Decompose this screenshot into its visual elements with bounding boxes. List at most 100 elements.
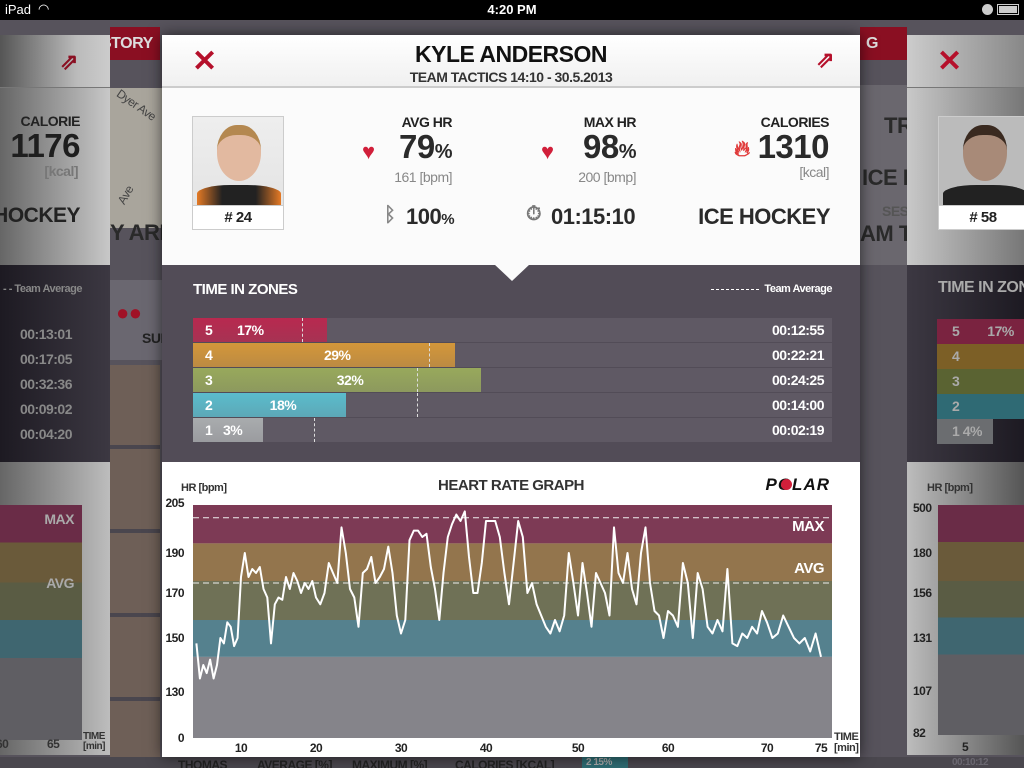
zones-title: TIME IN ZONES [938,279,1024,296]
tab-label: G [866,35,878,52]
duration-value: 01:15:10 [551,204,636,229]
zone-number: 4 [205,347,213,363]
x-tick: 40 [480,741,493,755]
team-average-marker [301,318,303,342]
zone-badge: 2 15% [582,757,628,768]
close-icon[interactable]: ✕ [937,45,962,78]
text: SES [882,203,907,219]
zone-row-5: 5 17% 00:12:55 [193,318,832,342]
zone-bar [193,418,264,442]
zone-time: 00:12:55 [771,322,825,338]
y-tick: 180 [913,546,932,560]
hr-line [195,510,822,680]
x-axis-label: TIME [834,731,859,743]
y-tick: 205 [165,496,184,510]
zone-label: 4 [937,344,1024,369]
calories-label: CALORIES [760,114,830,130]
column-header: THOMAS [178,758,228,768]
zone-label: 5 [952,323,960,339]
max-hr-value: 98 [582,128,619,165]
clock-time: 4:20 PM [487,2,537,17]
people-icon: ●● [116,300,142,325]
zone-time: 00:13:01 [19,326,73,342]
team-average-marker [429,343,431,367]
pct-sign: % [434,141,453,163]
zone-bar [193,368,481,392]
next-player-panel[interactable]: ✕ # 58 TIME IN ZONES 5 17% 4 3 2 1 4% HR … [907,35,1024,755]
x-tick: 60 [0,737,9,751]
pct-sign: % [618,141,637,163]
heart-icon: ♥ [541,139,554,164]
x-tick: 5 [962,740,969,754]
arena-label: Y AREN [110,220,162,245]
status-bar: iPad ◠ 4:20 PM [0,0,1024,20]
bluetooth-icon: ᛒ [384,204,396,226]
zone-time: 00:17:05 [19,351,73,367]
previous-player-panel[interactable]: ⇗ CALORIE 1176 [kcal] ICE HOCKEY - - Tea… [0,35,110,755]
y-tick: 82 [913,726,926,740]
zone-percent: 3% [223,422,243,438]
time-unit: [min] [83,741,105,752]
max-hr-label: MAX HR [583,114,637,130]
y-tick: 156 [913,586,932,600]
reference-label: AVG [794,560,824,577]
y-tick: 107 [913,684,932,698]
share-icon[interactable]: ⇗ [816,47,834,72]
zone-percent: 32% [336,372,364,388]
tab-button[interactable]: G [860,27,907,60]
battery-value: 100 [406,204,442,229]
zone-time: 00:32:36 [19,376,73,392]
jersey-number: # 24 [193,205,283,226]
zone-pct: 17% [987,323,1014,339]
history-button[interactable]: HISTORY [110,27,160,60]
legend-label: Team Average [764,283,832,295]
zone-row-1: 1 3% 00:02:19 [193,418,832,442]
max-hr-bpm: 200 [bmp] [578,169,636,185]
stopwatch-icon: ⏱︎ [526,203,542,225]
bottom-table-header: THOMAS AVERAGE [%] MAXIMUM [%] CALORIES … [0,757,1024,768]
y-tick: 170 [165,586,184,600]
column-header: CALORIES [KCAL] [455,758,555,768]
avg-hr-label: AVG HR [401,114,453,130]
avg-hr-stat: AVG HR 79% 161 [bpm] [362,114,452,185]
close-icon[interactable]: ✕ [192,45,217,78]
summary-tab[interactable]: ●● SUM [110,280,172,360]
zone-bar [193,343,455,367]
max-label: MAX [44,511,74,527]
player-name: KYLE ANDERSON [415,41,608,67]
calories-value: 1310 [757,128,830,165]
history-label: HISTORY [110,35,153,52]
calories-stat: CALORIES 1310 [kcal] [722,114,830,180]
x-tick: 70 [761,741,774,755]
zone-number: 2 [205,397,213,413]
zone-band [193,505,832,544]
x-tick: 10 [235,741,248,755]
share-icon[interactable]: ⇗ [60,49,78,74]
reference-label: MAX [792,518,824,535]
zones-title: TIME IN ZONES [193,281,298,298]
zone-band [193,620,832,657]
flame-icon: 🔥︎ [734,136,750,161]
polar-logo: POLAR [766,475,831,495]
zone-band [193,656,832,738]
y-tick: 0 [178,731,185,745]
zone-pct: 4% [962,423,983,439]
zone-label: 1 [952,423,960,439]
heart-rate-chart: MAX AVG 205 190 170 150 130 0 10 20 30 40 50 60 70 75 [165,496,832,755]
dashed-line-icon [711,288,760,290]
y-tick: 131 [913,631,932,645]
x-tick: 65 [47,737,60,751]
zone-row-3: 3 32% 00:24:25 [193,368,832,392]
text: AM T [860,221,907,246]
zone-number: 3 [205,372,213,388]
zone-bar [193,393,347,417]
y-axis-label: HR [bpm] [927,482,973,494]
heart-rate-graph-section: HR [bpm] HEART RATE GRAPH POLAR MAX AVG 20… [162,462,860,757]
x-tick: 50 [572,741,585,755]
x-tick: 20 [310,741,323,755]
max-hr-stat: MAX HR 98% 200 [bmp] [546,114,636,185]
jersey-number: # 58 [939,205,1024,226]
x-axis-unit: [min] [834,742,859,754]
zone-number: 5 [205,322,213,338]
calorie-label: CALORIE [20,113,81,129]
